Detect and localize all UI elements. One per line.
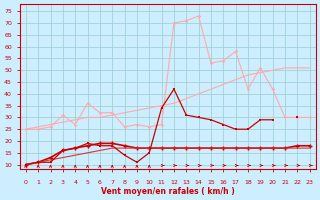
X-axis label: Vent moyen/en rafales ( km/h ): Vent moyen/en rafales ( km/h ) <box>101 187 235 196</box>
